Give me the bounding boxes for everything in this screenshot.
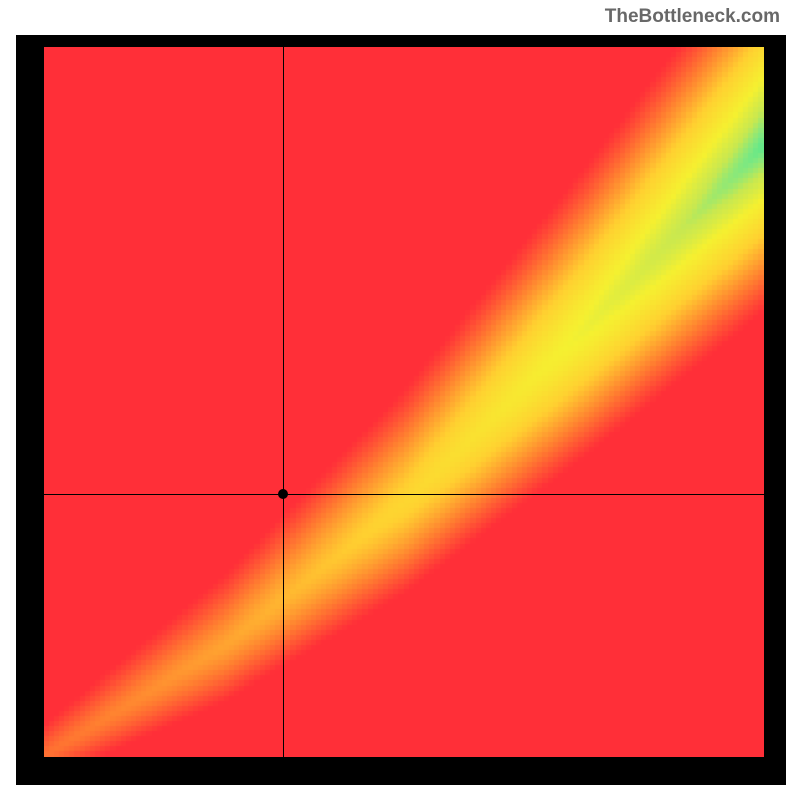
plot-area (44, 47, 764, 757)
heatmap-canvas (44, 47, 764, 757)
attribution-text: TheBottleneck.com (605, 6, 780, 28)
crosshair-horizontal (44, 494, 764, 495)
figure-container: TheBottleneck.com (0, 0, 800, 800)
plot-border (16, 35, 786, 785)
crosshair-vertical (283, 47, 284, 757)
crosshair-marker (278, 489, 288, 499)
